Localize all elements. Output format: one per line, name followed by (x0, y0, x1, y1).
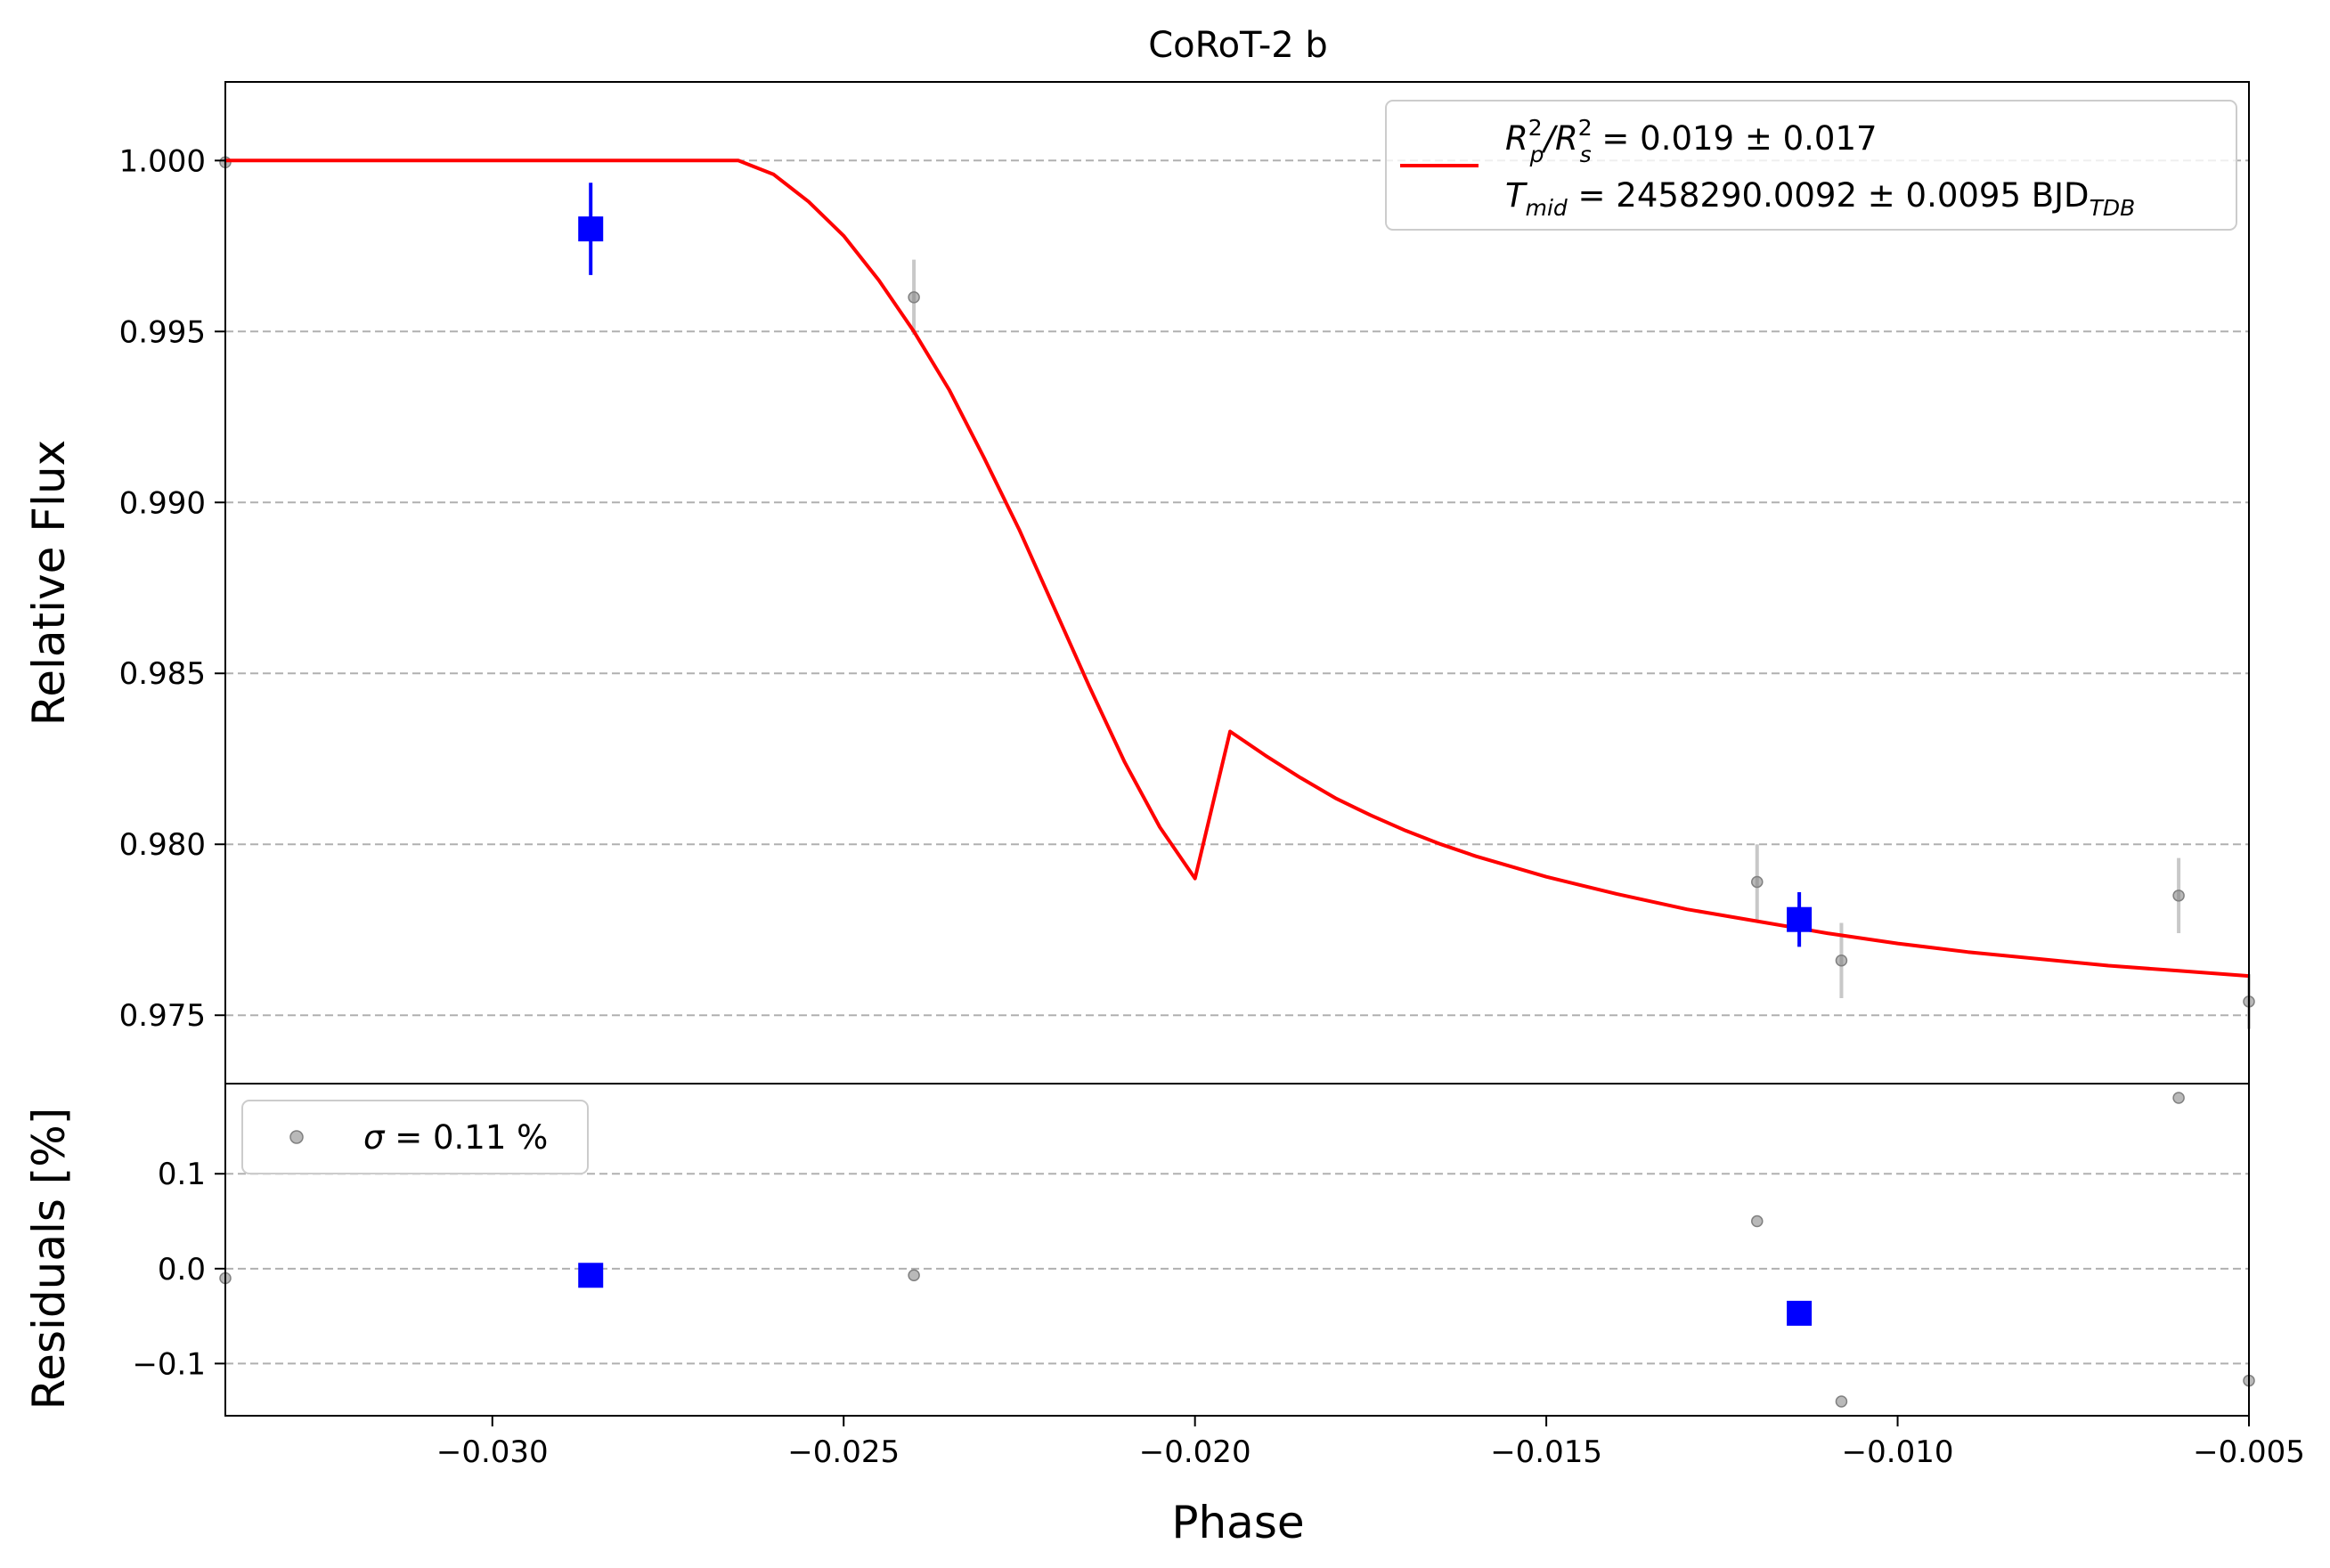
fit-legend: R2 p/R2 s = 0.019 ± 0.017 Tmid = 2458290.0… (1385, 100, 2237, 231)
flux-binned-point (1787, 906, 1813, 932)
residuals-binned-point (1787, 1300, 1813, 1326)
phase-tick-label: −0.025 (787, 1434, 900, 1470)
fit-legend-tmid: Tmid = 2458290.0092 ± 0.0095 BJDTDB (1505, 176, 2135, 221)
sigma-legend-marker (289, 1130, 304, 1144)
phase-axis-label: Phase (1171, 1497, 1304, 1548)
residuals-raw-point (2172, 1092, 2185, 1104)
flux-y-tick-label: 1.000 (119, 143, 206, 179)
residuals-y-tick-label: −0.1 (132, 1346, 206, 1382)
flux-y-ticks: 0.975 0.980 0.985 0.990 0.995 1.000 (119, 143, 225, 1034)
chart-title: CoRoT-2 b (1148, 25, 1328, 66)
phase-ticks: −0.030 −0.025 −0.020 −0.015 −0.010 −0.005 (436, 1416, 2305, 1470)
residuals-raw-points (219, 1092, 2255, 1408)
flux-raw-point (1751, 875, 1764, 889)
phase-tick-label: −0.005 (2193, 1434, 2305, 1470)
sigma-legend: σ = 0.11 % (241, 1100, 589, 1174)
residuals-panel: −0.1 0.0 0.1 Residuals [%] σ = 0.11 % (23, 1083, 2255, 1417)
sigma-legend-text: σ = 0.11 % (363, 1118, 548, 1157)
residuals-raw-point (1751, 1215, 1764, 1228)
residuals-y-tick-label: 0.0 (158, 1252, 206, 1288)
residuals-raw-point (1835, 1395, 1848, 1408)
flux-y-tick-label: 0.980 (119, 827, 206, 863)
residuals-raw-point (908, 1269, 920, 1282)
residuals-gridlines (225, 1173, 2249, 1365)
flux-y-tick-label: 0.975 (119, 998, 206, 1034)
flux-y-tick-label: 0.985 (119, 656, 206, 692)
residuals-plot-frame (224, 1083, 2250, 1417)
fit-legend-box (1385, 100, 2237, 231)
fit-legend-depth: R2 p/R2 s = 0.019 ± 0.017 (1505, 115, 1878, 167)
flux-raw-points (219, 156, 2255, 1029)
flux-panel: 0.975 0.980 0.985 0.990 0.995 1.000 Relative … (23, 81, 2255, 1085)
sigma-legend-box (241, 1100, 589, 1174)
flux-gridlines (225, 159, 2249, 1017)
residuals-y-ticks: −0.1 0.0 0.1 (132, 1157, 225, 1382)
phase-tick-label: −0.020 (1139, 1434, 1251, 1470)
phase-tick-label: −0.015 (1490, 1434, 1602, 1470)
flux-binned-points (578, 183, 1813, 947)
flux-raw-point (908, 291, 920, 304)
residuals-y-axis-label: Residuals [%] (23, 1108, 75, 1410)
residuals-y-tick-label: 0.1 (158, 1157, 206, 1192)
flux-raw-point (1835, 955, 1848, 967)
flux-binned-point (578, 216, 604, 242)
residuals-binned-point (578, 1263, 604, 1288)
flux-y-tick-label: 0.995 (119, 314, 206, 350)
phase-tick-label: −0.030 (436, 1434, 549, 1470)
phase-axis: −0.030 −0.025 −0.020 −0.015 −0.010 −0.005 Pha… (436, 1416, 2305, 1548)
flux-y-tick-label: 0.990 (119, 485, 206, 521)
transit-model (225, 158, 2250, 979)
residuals-binned-points (578, 1263, 1813, 1326)
flux-y-axis-label: Relative Flux (23, 440, 75, 726)
flux-plot-frame (224, 81, 2250, 1085)
flux-raw-point (2172, 890, 2185, 902)
phase-tick-label: −0.010 (1842, 1434, 1954, 1470)
transit-model-line (225, 158, 2250, 979)
